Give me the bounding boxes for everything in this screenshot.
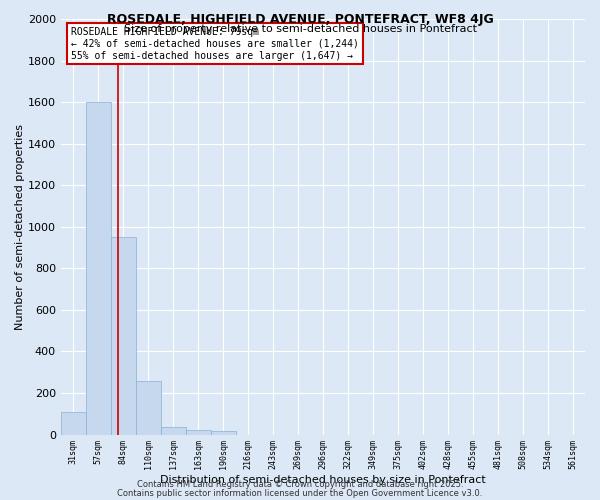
Text: ROSEDALE, HIGHFIELD AVENUE, PONTEFRACT, WF8 4JG: ROSEDALE, HIGHFIELD AVENUE, PONTEFRACT, …: [107, 12, 493, 26]
Bar: [185, 430, 211, 434]
Bar: [136, 380, 161, 434]
Bar: [61, 412, 86, 434]
X-axis label: Distribution of semi-detached houses by size in Pontefract: Distribution of semi-detached houses by …: [160, 475, 486, 485]
Bar: [211, 432, 236, 434]
Text: ROSEDALE HIGHFIELD AVENUE: 79sqm
← 42% of semi-detached houses are smaller (1,24: ROSEDALE HIGHFIELD AVENUE: 79sqm ← 42% o…: [71, 28, 359, 60]
Text: Size of property relative to semi-detached houses in Pontefract: Size of property relative to semi-detach…: [124, 24, 476, 34]
Text: Contains public sector information licensed under the Open Government Licence v3: Contains public sector information licen…: [118, 489, 482, 498]
Bar: [110, 237, 136, 434]
Text: Contains HM Land Registry data © Crown copyright and database right 2025.: Contains HM Land Registry data © Crown c…: [137, 480, 463, 489]
Bar: [86, 102, 110, 434]
Bar: [161, 428, 185, 434]
Y-axis label: Number of semi-detached properties: Number of semi-detached properties: [15, 124, 25, 330]
